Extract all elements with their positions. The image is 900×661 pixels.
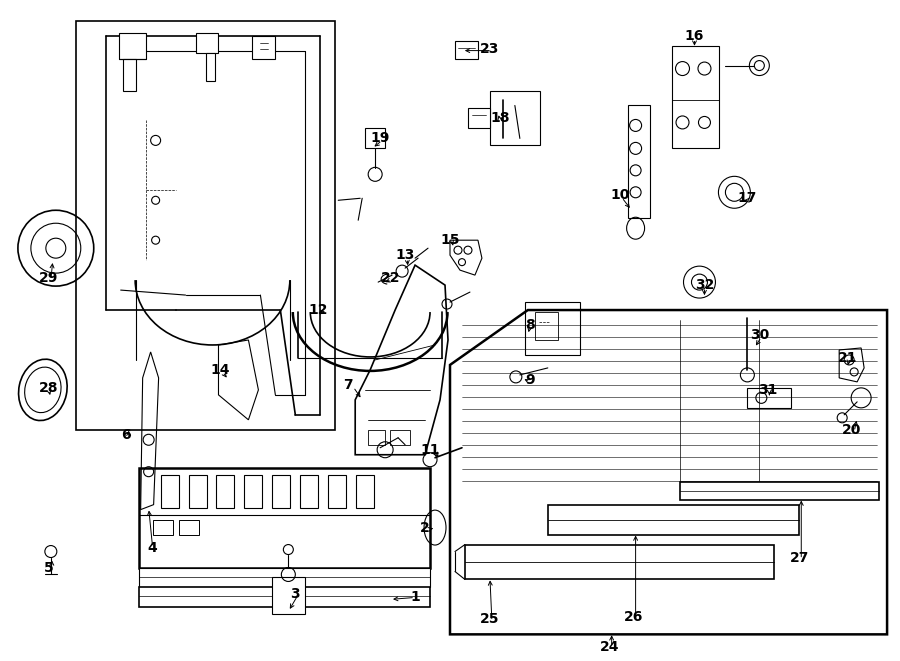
Bar [368,430,385,445]
Bar [468,108,490,128]
Text: 1: 1 [410,590,420,604]
Text: 31: 31 [758,383,777,397]
Text: 2: 2 [420,521,430,535]
Bar [273,578,305,615]
Bar [273,475,291,508]
Bar [245,475,263,508]
Bar [119,32,146,59]
Bar [548,504,799,535]
Bar [680,482,879,500]
Text: 10: 10 [610,188,629,202]
Text: 25: 25 [481,612,500,627]
Text: 32: 32 [695,278,715,292]
Bar [627,106,650,218]
Bar [252,36,275,59]
Text: 4: 4 [148,541,157,555]
Bar [490,91,540,145]
Text: 24: 24 [600,641,619,654]
Bar [76,20,335,430]
Text: 9: 9 [525,373,535,387]
Bar [356,475,374,508]
Bar [195,32,219,53]
Text: 20: 20 [842,423,860,437]
Bar [189,475,206,508]
Bar [122,59,136,91]
Bar [139,468,430,568]
Bar [178,520,199,535]
Bar [365,128,385,148]
Bar [153,520,173,535]
Bar [301,475,319,508]
Text: 8: 8 [525,318,535,332]
Bar [671,46,719,148]
Text: 27: 27 [789,551,809,564]
Bar [160,475,178,508]
Text: 16: 16 [685,28,704,42]
Text: 21: 21 [837,351,857,365]
Bar [390,430,410,445]
Text: 23: 23 [481,42,500,56]
Bar [205,53,215,81]
Text: 19: 19 [371,132,390,145]
Text: 12: 12 [309,303,328,317]
Bar [139,568,430,588]
Text: 22: 22 [381,271,400,285]
Bar [465,545,774,580]
Bar [455,40,478,59]
Bar [525,302,580,355]
Text: 6: 6 [121,428,130,442]
Bar [328,475,346,508]
Text: 11: 11 [420,443,440,457]
Text: 26: 26 [624,610,644,625]
Text: 18: 18 [491,112,509,126]
Bar [747,388,791,408]
Bar [535,312,558,340]
Text: 3: 3 [291,588,300,602]
Text: 28: 28 [39,381,58,395]
Text: 5: 5 [44,561,54,574]
Text: 15: 15 [440,233,460,247]
Text: 13: 13 [395,248,415,262]
Text: 17: 17 [738,191,757,206]
Text: 7: 7 [344,378,353,392]
Bar [217,475,235,508]
Text: 30: 30 [750,328,769,342]
Text: 14: 14 [211,363,230,377]
Text: 29: 29 [40,271,58,285]
Bar [139,588,430,607]
